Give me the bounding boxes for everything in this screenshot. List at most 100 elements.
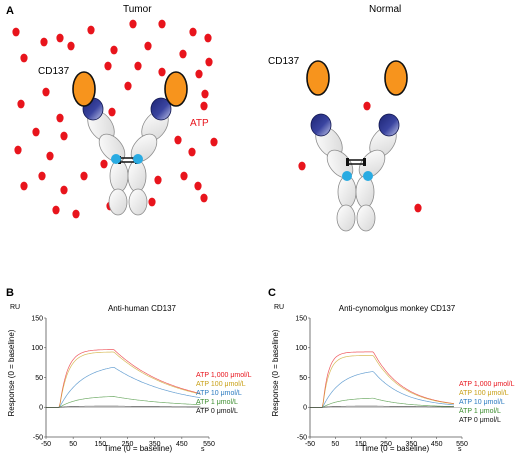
binding-site-left	[342, 171, 352, 181]
atp-dot	[134, 61, 142, 71]
b-xunit: s	[201, 446, 205, 453]
c-legend-atp-1: ATP 1 μmol/L	[459, 408, 501, 415]
c-legend-atp-1000: ATP 1,000 μmol/L	[459, 381, 515, 388]
atp-dot	[154, 175, 162, 185]
antibody-arm-left	[82, 97, 126, 163]
atp-dot	[32, 127, 40, 137]
tumor-title: Tumor	[123, 4, 152, 15]
series-line	[310, 371, 454, 408]
panel-a: A Tumor Normal	[6, 4, 422, 232]
atp-dot	[189, 27, 197, 37]
antibody-fc	[336, 175, 376, 232]
x-tick-label: -50	[305, 441, 315, 448]
atp-dot	[87, 25, 95, 35]
atp-dot	[148, 197, 156, 207]
atp-dot	[363, 101, 371, 111]
atp-dot	[194, 181, 202, 191]
binding-site-left	[111, 154, 121, 164]
c-legend-atp-0: ATP 0 μmol/L	[459, 417, 501, 424]
b-legend-atp-1: ATP 1 μmol/L	[196, 399, 238, 406]
atp-dot	[201, 89, 209, 99]
atp-dot	[144, 41, 152, 51]
b-legend: ATP 1,000 μmol/L ATP 100 μmol/L ATP 10 μ…	[196, 372, 252, 415]
atp-dot	[174, 135, 182, 145]
fab-variable-region-right	[378, 113, 400, 137]
atp-dot	[179, 49, 187, 59]
cd137-normal-left	[306, 60, 330, 96]
b-y-axis-label: Response (0 = baseline)	[7, 329, 16, 416]
y-tick-label: 50	[35, 375, 43, 382]
x-tick-label: 150	[94, 441, 106, 448]
y-tick-label: 0	[303, 405, 307, 412]
cd137-tumor-left	[72, 71, 96, 107]
x-tick-label: 150	[355, 441, 367, 448]
series-line	[310, 405, 454, 408]
c-chart-title: Anti-cynomolgus monkey CD137	[339, 304, 456, 313]
atp-dot	[200, 101, 208, 111]
atp-dot	[67, 41, 75, 51]
y-tick-label: -50	[33, 434, 43, 441]
atp-dot	[56, 113, 64, 123]
c-legend-atp-10: ATP 10 μmol/L	[459, 399, 505, 406]
x-tick-label: 450	[431, 441, 443, 448]
atp-dot	[14, 145, 22, 155]
atp-dot	[129, 19, 137, 29]
y-tick-label: 150	[31, 315, 43, 322]
series-line	[310, 351, 454, 408]
atp-dot	[100, 159, 108, 169]
cd137-label-tumor: CD137	[38, 66, 70, 77]
chart-b-plot: -50 0 50 100 150 -50 50 150 250 350 450 550	[31, 315, 215, 448]
atp-dot	[20, 53, 28, 63]
y-tick-label: 150	[295, 315, 307, 322]
panel-a-letter: A	[6, 5, 14, 17]
panel-c: C RU Anti-cynomolgus monkey CD137 Respon…	[268, 287, 515, 453]
y-tick-label: 100	[295, 345, 307, 352]
atp-label: ATP	[190, 118, 209, 129]
atp-dot	[124, 81, 132, 91]
x-tick-label: 450	[176, 441, 188, 448]
atp-dot	[52, 205, 60, 215]
atp-dot	[72, 209, 80, 219]
panel-c-letter: C	[268, 287, 276, 299]
hinge-disulfide	[346, 158, 366, 166]
antibody-arm-right	[358, 113, 400, 179]
atp-dot	[110, 45, 118, 55]
x-tick-label: 550	[203, 441, 215, 448]
atp-dot	[200, 193, 208, 203]
c-y-axis-label: Response (0 = baseline)	[271, 329, 280, 416]
y-tick-label: 50	[299, 375, 307, 382]
atp-dot	[56, 33, 64, 43]
atp-dot	[38, 171, 46, 181]
cd137-tumor-right	[164, 71, 188, 107]
b-legend-atp-0: ATP 0 μmol/L	[196, 408, 238, 415]
atp-dot	[188, 147, 196, 157]
atp-dot	[20, 181, 28, 191]
c-legend-atp-100: ATP 100 μmol/L	[459, 390, 509, 397]
series-line	[46, 349, 201, 408]
chart-c-plot: -50 0 50 100 150 -50 50 150 250 350 450 550	[295, 315, 468, 448]
atp-dot	[180, 171, 188, 181]
b-legend-atp-100: ATP 100 μmol/L	[196, 381, 246, 388]
atp-dot	[46, 151, 54, 161]
x-tick-label: -50	[41, 441, 51, 448]
atp-dot	[17, 99, 25, 109]
atp-dot	[104, 61, 112, 71]
atp-dot	[42, 87, 50, 97]
y-tick-label: 0	[39, 405, 43, 412]
atp-dot	[60, 131, 68, 141]
series-line	[46, 351, 201, 408]
atp-dot	[204, 33, 212, 43]
atp-dot	[12, 27, 20, 37]
b-x-axis-label: Time (0 = baseline)	[104, 444, 173, 453]
b-legend-atp-10: ATP 10 μmol/L	[196, 390, 242, 397]
normal-title: Normal	[369, 4, 401, 15]
series-line	[46, 405, 201, 408]
c-legend: ATP 1,000 μmol/L ATP 100 μmol/L ATP 10 μ…	[459, 381, 515, 424]
binding-site-right	[133, 154, 143, 164]
atp-dot	[40, 37, 48, 47]
normal-antibody	[310, 113, 400, 232]
x-tick-label: 250	[122, 441, 134, 448]
atp-dot	[298, 161, 306, 171]
b-chart-title: Anti-human CD137	[108, 304, 177, 313]
